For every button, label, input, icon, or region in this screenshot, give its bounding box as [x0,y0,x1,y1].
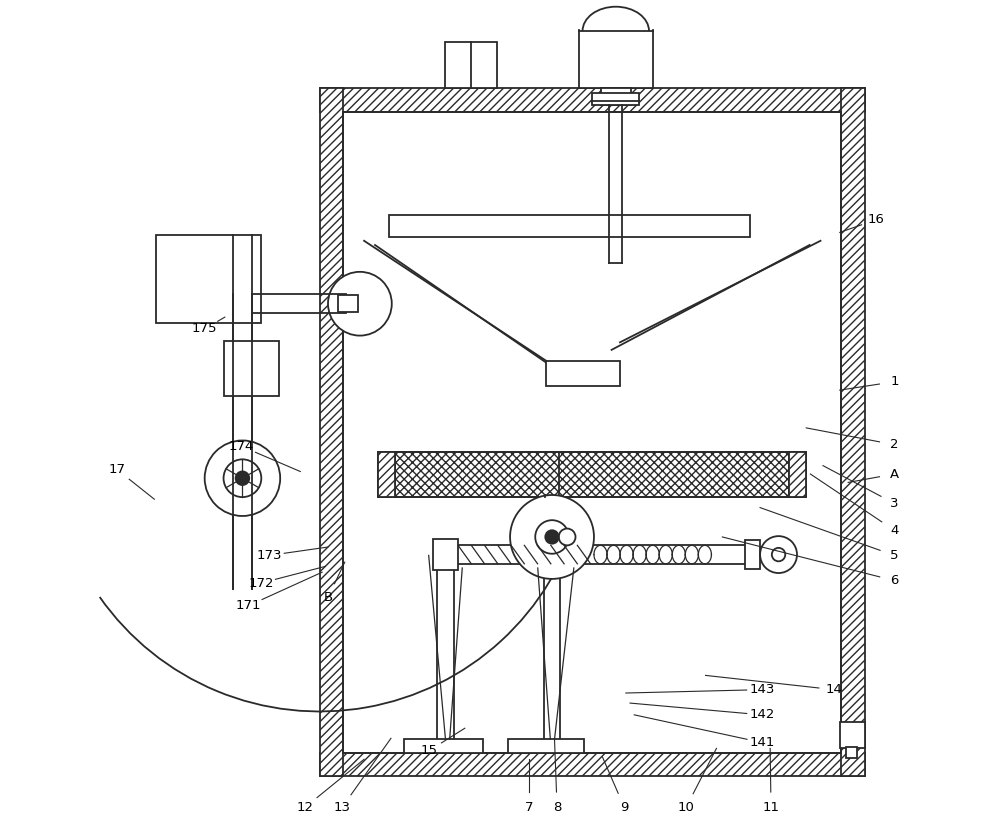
Text: 3: 3 [890,497,899,510]
Circle shape [224,460,261,497]
Bar [544,564,560,753]
Text: 16: 16 [867,213,884,227]
Bar [395,452,789,497]
Bar [437,543,454,753]
Circle shape [772,548,785,561]
Circle shape [510,495,594,579]
Text: 10: 10 [678,800,695,814]
Text: 173: 173 [257,549,282,562]
Circle shape [559,529,576,545]
Circle shape [205,440,280,516]
Bar [601,88,631,105]
Text: 7: 7 [525,800,534,814]
Bar [433,539,458,570]
Text: 12: 12 [297,800,314,814]
Text: 175: 175 [192,322,217,336]
Bar [445,42,497,88]
Text: 8: 8 [553,800,561,814]
Text: 14: 14 [825,683,842,696]
Text: 172: 172 [248,576,274,590]
Circle shape [760,536,797,573]
Bar [546,361,620,386]
Bar [789,452,806,497]
Bar [378,452,806,497]
Bar [224,341,279,396]
Text: 11: 11 [762,800,779,814]
Bar [579,31,653,88]
Circle shape [535,520,569,554]
Circle shape [236,472,249,485]
Text: 9: 9 [620,800,628,814]
Bar [338,295,358,312]
Bar [320,88,343,776]
Text: 17: 17 [109,463,126,477]
Bar [846,747,857,758]
Text: 142: 142 [749,708,774,722]
Text: 2: 2 [890,438,899,451]
Text: 1: 1 [890,375,899,388]
Text: B: B [323,591,333,604]
Text: 5: 5 [890,549,899,562]
Text: 6: 6 [890,574,899,587]
Bar [320,753,865,776]
Bar [745,540,760,569]
Bar [840,722,865,748]
Text: 174: 174 [229,440,254,453]
Bar [378,452,395,497]
Text: 13: 13 [334,800,351,814]
Text: A: A [890,467,899,481]
Bar [156,235,261,323]
Text: 143: 143 [749,683,774,696]
Bar [320,88,865,112]
Text: 141: 141 [749,736,774,749]
Text: 15: 15 [420,744,437,758]
Bar [841,88,865,776]
Text: 4: 4 [890,524,899,537]
Bar [404,739,483,753]
Bar [592,101,639,105]
Circle shape [545,530,559,544]
Bar [389,215,750,237]
Circle shape [328,272,392,336]
Bar [592,93,639,102]
Bar [508,739,584,753]
Text: 171: 171 [236,599,261,612]
